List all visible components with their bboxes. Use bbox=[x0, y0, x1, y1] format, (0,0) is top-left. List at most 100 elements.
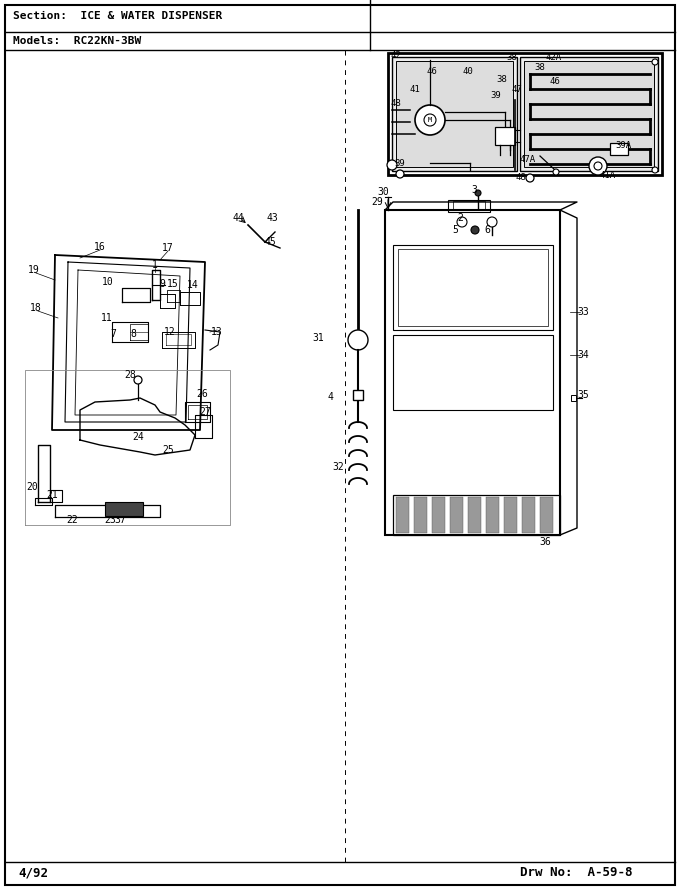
Bar bbox=[450, 497, 463, 533]
Text: 26: 26 bbox=[196, 389, 208, 399]
Bar bbox=[522, 497, 535, 533]
Bar bbox=[393, 245, 553, 330]
Text: 35: 35 bbox=[577, 390, 589, 400]
Bar bbox=[105, 502, 143, 516]
Text: 5: 5 bbox=[452, 225, 458, 235]
Text: 17: 17 bbox=[162, 243, 174, 253]
Text: 38: 38 bbox=[496, 76, 507, 85]
Bar bbox=[385, 210, 560, 535]
Text: 41: 41 bbox=[409, 85, 420, 94]
Text: 45: 45 bbox=[264, 237, 276, 247]
Circle shape bbox=[526, 174, 534, 182]
Text: 3: 3 bbox=[471, 185, 477, 195]
Text: 24: 24 bbox=[132, 432, 144, 442]
Text: 1: 1 bbox=[152, 260, 158, 270]
Text: 11: 11 bbox=[101, 313, 113, 323]
Bar bbox=[495, 127, 515, 145]
Text: 18: 18 bbox=[30, 303, 42, 313]
Text: Section:  ICE & WATER DISPENSER: Section: ICE & WATER DISPENSER bbox=[13, 11, 222, 21]
Text: 36: 36 bbox=[539, 537, 551, 547]
Circle shape bbox=[475, 190, 481, 196]
Text: 30: 30 bbox=[377, 187, 389, 197]
Text: 2: 2 bbox=[457, 213, 463, 223]
Text: 38: 38 bbox=[507, 53, 517, 61]
Bar bbox=[392, 57, 517, 171]
Bar bbox=[393, 495, 560, 535]
Text: 47A: 47A bbox=[520, 156, 536, 165]
Bar bbox=[486, 497, 499, 533]
Bar bbox=[388, 53, 662, 175]
Text: 32: 32 bbox=[332, 462, 344, 472]
Bar bbox=[453, 201, 485, 209]
Circle shape bbox=[594, 162, 602, 170]
Text: 39A: 39A bbox=[615, 141, 631, 150]
Bar bbox=[432, 497, 445, 533]
Circle shape bbox=[134, 376, 142, 384]
Circle shape bbox=[553, 169, 559, 175]
Text: 48: 48 bbox=[390, 100, 401, 109]
Text: Models:  RC22KN-3BW: Models: RC22KN-3BW bbox=[13, 36, 141, 46]
Text: 47: 47 bbox=[511, 85, 522, 94]
Text: 39: 39 bbox=[394, 159, 405, 168]
Text: 42A: 42A bbox=[546, 53, 562, 61]
Text: 10: 10 bbox=[102, 277, 114, 287]
Text: 21: 21 bbox=[46, 490, 58, 500]
Text: 44: 44 bbox=[232, 213, 244, 223]
Circle shape bbox=[589, 157, 607, 175]
Text: 28: 28 bbox=[124, 370, 136, 380]
Circle shape bbox=[652, 167, 658, 173]
Circle shape bbox=[387, 160, 397, 170]
Bar bbox=[520, 57, 658, 171]
Text: 31: 31 bbox=[312, 333, 324, 343]
Text: 43: 43 bbox=[266, 213, 278, 223]
Text: 16: 16 bbox=[94, 242, 106, 252]
Circle shape bbox=[415, 105, 445, 135]
Text: 48: 48 bbox=[515, 174, 526, 182]
Text: 42: 42 bbox=[390, 51, 401, 60]
Bar bbox=[414, 497, 427, 533]
Bar bbox=[396, 61, 513, 167]
Bar bbox=[468, 497, 481, 533]
Bar bbox=[540, 497, 553, 533]
Text: 9: 9 bbox=[159, 279, 165, 289]
Circle shape bbox=[396, 170, 404, 178]
Circle shape bbox=[424, 114, 436, 126]
Bar bbox=[610, 143, 628, 155]
Text: 25: 25 bbox=[162, 445, 174, 455]
Text: 6: 6 bbox=[484, 225, 490, 235]
Text: 4: 4 bbox=[327, 392, 333, 402]
Circle shape bbox=[487, 217, 497, 227]
Circle shape bbox=[457, 217, 467, 227]
Text: 38: 38 bbox=[534, 63, 545, 72]
Text: M: M bbox=[428, 117, 432, 123]
Text: 8: 8 bbox=[130, 329, 136, 339]
Bar bbox=[398, 249, 548, 326]
Text: 12: 12 bbox=[164, 327, 176, 337]
Bar bbox=[393, 335, 553, 410]
Text: 4/92: 4/92 bbox=[18, 867, 48, 879]
Bar bbox=[448, 200, 490, 212]
Text: 39: 39 bbox=[491, 91, 501, 100]
Text: 37: 37 bbox=[114, 515, 126, 525]
Text: 23: 23 bbox=[104, 515, 116, 525]
Text: 19: 19 bbox=[28, 265, 40, 275]
Bar bbox=[353, 390, 363, 400]
Text: 22: 22 bbox=[66, 515, 78, 525]
Text: 41A: 41A bbox=[600, 171, 616, 180]
Bar bbox=[396, 497, 409, 533]
Text: 14: 14 bbox=[187, 280, 199, 290]
Bar bbox=[524, 61, 654, 167]
Bar bbox=[504, 497, 517, 533]
Text: 29: 29 bbox=[371, 197, 383, 207]
Text: 46: 46 bbox=[426, 68, 437, 77]
Text: 15: 15 bbox=[167, 279, 179, 289]
Circle shape bbox=[652, 59, 658, 65]
Text: 33: 33 bbox=[577, 307, 589, 317]
Text: 7: 7 bbox=[110, 329, 116, 339]
Text: 13: 13 bbox=[211, 327, 223, 337]
Text: 27: 27 bbox=[199, 407, 211, 417]
Circle shape bbox=[348, 330, 368, 350]
Text: 34: 34 bbox=[577, 350, 589, 360]
Text: 20: 20 bbox=[26, 482, 38, 492]
Circle shape bbox=[471, 226, 479, 234]
